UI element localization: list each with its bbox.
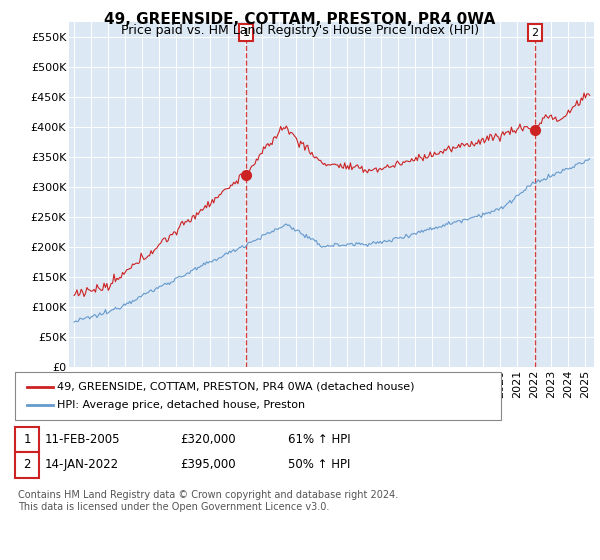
Text: 14-JAN-2022: 14-JAN-2022	[45, 458, 119, 472]
Text: 2: 2	[532, 28, 539, 38]
Text: 11-FEB-2005: 11-FEB-2005	[45, 433, 121, 446]
Text: Contains HM Land Registry data © Crown copyright and database right 2024.
This d: Contains HM Land Registry data © Crown c…	[18, 490, 398, 512]
Text: £320,000: £320,000	[180, 433, 236, 446]
Text: 1: 1	[23, 433, 31, 446]
Text: HPI: Average price, detached house, Preston: HPI: Average price, detached house, Pres…	[57, 400, 305, 410]
Text: 49, GREENSIDE, COTTAM, PRESTON, PR4 0WA: 49, GREENSIDE, COTTAM, PRESTON, PR4 0WA	[104, 12, 496, 27]
Text: 61% ↑ HPI: 61% ↑ HPI	[288, 433, 350, 446]
Text: 50% ↑ HPI: 50% ↑ HPI	[288, 458, 350, 472]
Text: 1: 1	[242, 28, 250, 38]
Text: 2: 2	[23, 458, 31, 472]
Text: Price paid vs. HM Land Registry's House Price Index (HPI): Price paid vs. HM Land Registry's House …	[121, 24, 479, 36]
Text: 49, GREENSIDE, COTTAM, PRESTON, PR4 0WA (detached house): 49, GREENSIDE, COTTAM, PRESTON, PR4 0WA …	[57, 382, 415, 392]
Text: £395,000: £395,000	[180, 458, 236, 472]
